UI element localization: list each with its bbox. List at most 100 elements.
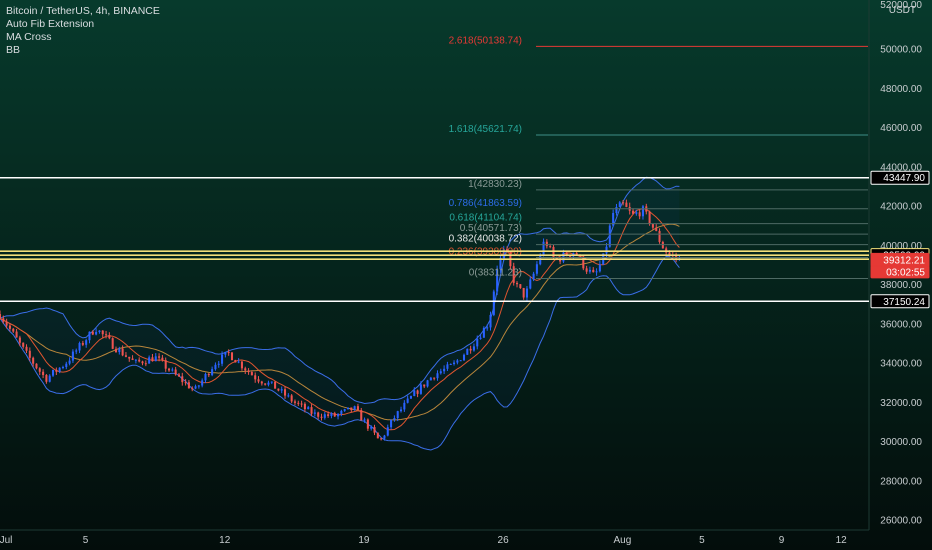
level-tag-37150-box (870, 294, 930, 309)
indicator-auto-fib-extension[interactable]: Auto Fib Extension (6, 18, 95, 30)
candle-body (194, 386, 197, 389)
candle-body (393, 418, 396, 420)
candle-body (217, 363, 220, 365)
candle-body (453, 362, 456, 365)
candle-body (257, 379, 260, 382)
indicator-bb[interactable]: BB (6, 44, 21, 56)
candle-body (211, 369, 214, 376)
candle-body (492, 291, 495, 315)
candle-body (582, 256, 585, 269)
fib-label: 0.5(40571.73) (460, 223, 522, 234)
candle-body (68, 360, 71, 364)
candle-body (618, 202, 621, 207)
candle-body (346, 407, 350, 410)
candle-body (559, 259, 562, 262)
candle-body (71, 351, 74, 361)
candle-body (280, 389, 283, 391)
candle-body (592, 269, 595, 273)
candle-body (25, 346, 28, 351)
y-tick-label: 34000.00 (880, 359, 922, 370)
candle-body (353, 406, 356, 411)
candle-body (648, 211, 651, 224)
candle-body (131, 358, 134, 360)
candle-body (409, 396, 412, 399)
candle-body (230, 352, 234, 361)
candle-body (459, 360, 462, 362)
candle-body (343, 409, 346, 411)
candle-body (244, 368, 247, 371)
candle-body (380, 438, 383, 440)
fib-label: 1.618(45621.74) (449, 124, 522, 135)
candle-body (436, 373, 439, 379)
candle-body (45, 374, 48, 382)
fib-label: 0.236(39380.00) (449, 247, 522, 258)
fib-label: 0(38311.23) (469, 268, 522, 279)
y-tick-label-top: 52000.00 (880, 0, 922, 11)
candle-body (227, 351, 230, 353)
candle-body (635, 212, 638, 214)
candle-body (446, 364, 449, 369)
candle-body (85, 340, 88, 345)
candle-body (191, 388, 194, 390)
candle-body (277, 388, 280, 391)
candle-body (8, 325, 11, 329)
candle-body (38, 368, 41, 372)
candle-body (668, 252, 671, 255)
candle-body (91, 331, 94, 335)
ma-slow-line (0, 223, 680, 421)
candle-body (171, 369, 174, 371)
candle-body (98, 330, 101, 333)
candle-body (532, 273, 535, 280)
candle-body (386, 427, 389, 436)
y-tick-label: 30000.00 (880, 437, 922, 448)
candle-body (479, 337, 482, 339)
candle-body (323, 414, 326, 418)
candle-body (154, 356, 157, 362)
candle-body (512, 266, 515, 283)
candle-body (177, 374, 180, 377)
candle-body (12, 328, 15, 332)
time-axis[interactable]: Jul 5 12 19 26 Aug 5 9 12 (0, 535, 847, 546)
candle-body (15, 331, 18, 338)
candle-body (250, 372, 253, 376)
candle-body (565, 252, 568, 256)
symbol-title[interactable]: Bitcoin / TetherUS, 4h, BINANCE (6, 5, 160, 17)
candle-body (327, 414, 330, 416)
horizontal-levels (0, 176, 869, 303)
candle-body (615, 206, 618, 213)
candle-body (52, 369, 55, 376)
candle-body (128, 356, 131, 359)
candle-body (297, 402, 300, 404)
currency-label[interactable]: USDT (888, 5, 916, 16)
candle-body (320, 416, 323, 418)
candle-body (486, 327, 489, 329)
candle-body (462, 354, 466, 361)
candle-body (317, 412, 320, 417)
candle-body (443, 368, 446, 372)
candle-body (303, 403, 306, 410)
y-tick-label: 40000.00 (880, 241, 922, 252)
candle-body (595, 271, 598, 273)
candle-body (406, 398, 409, 403)
candle-body (121, 348, 124, 356)
candle-body (399, 409, 403, 412)
indicator-ma-cross[interactable]: MA Cross (6, 31, 52, 43)
x-tick-label: 12 (219, 535, 231, 546)
candle-body (35, 363, 38, 369)
candle-body (522, 287, 525, 298)
candle-body (283, 389, 287, 396)
candle-body (221, 354, 224, 364)
fib-label: 0.786(41863.59) (449, 198, 522, 209)
candle-body (158, 356, 161, 358)
x-tick-label: Jul (0, 535, 12, 546)
candle-body (214, 364, 217, 370)
x-tick-label: 9 (779, 535, 785, 546)
candle-body (340, 410, 343, 414)
price-axis[interactable]: 26000.00 28000.00 30000.00 32000.00 34000.00… (880, 0, 922, 527)
candle-body (535, 264, 538, 274)
candle-body (413, 390, 416, 397)
candle-body (28, 350, 31, 358)
y-tick-label: 44000.00 (880, 162, 922, 173)
candle-body (61, 366, 64, 368)
